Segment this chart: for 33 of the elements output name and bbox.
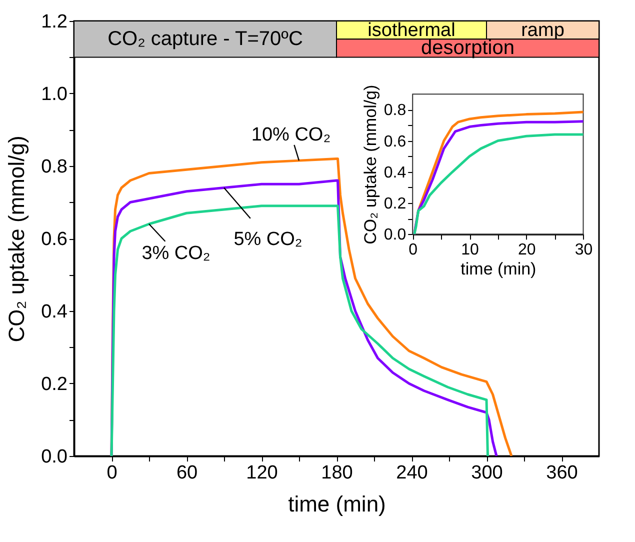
annotation: 5% CO₂ [234,228,302,250]
y-tick-label: 0.6 [41,229,68,250]
band-label: desorption [421,37,514,60]
x-tick-label: 0 [408,242,418,259]
y-axis-title: CO₂ uptake (mmol/g) [360,84,380,244]
y-tick-label: 0.6 [384,133,406,150]
x-tick-label: 180 [321,462,353,484]
y-tick-label: 0.4 [384,164,406,182]
y-tick-label: 0.0 [41,446,68,468]
x-axis-title: time (min) [460,260,536,279]
band-label: ramp [521,20,564,42]
x-tick-label: 360 [546,462,578,484]
x-tick-label: 240 [396,462,428,484]
band-label: CO₂ capture - T=70ºC [108,28,303,50]
y-tick-label: 0.2 [384,196,406,213]
x-tick-label: 120 [246,462,278,484]
annotation: 3% CO₂ [142,243,210,264]
y-tick-label: 0.0 [384,226,406,244]
x-tick-label: 300 [471,462,503,484]
y-tick-label: 1.2 [41,12,68,32]
x-tick-label: 20 [518,242,536,259]
x-tick-label: 60 [176,462,198,484]
x-axis-title: time (min) [288,492,386,516]
y-tick-label: 0.8 [41,156,68,178]
annotation: 10% CO₂ [251,124,331,146]
x-tick-label: 30 [574,242,593,259]
x-tick-label: 0 [106,462,118,484]
y-tick-label: 1.0 [41,84,68,105]
x-tick-label: 10 [461,242,479,259]
y-axis-title: CO₂ uptake (mmol/g) [4,136,30,342]
y-tick-label: 0.8 [384,102,406,120]
y-tick-label: 0.2 [41,374,68,395]
y-tick-label: 0.4 [41,302,68,322]
